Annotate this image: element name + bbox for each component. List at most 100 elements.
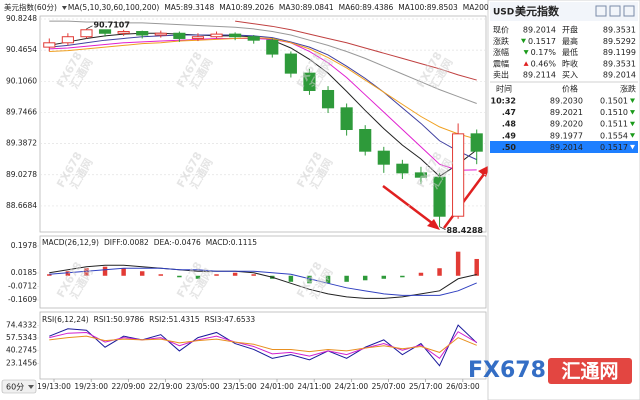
macd-bar [47, 274, 52, 276]
rsi-panel-frame [39, 311, 487, 380]
logo-brand: FX678 [468, 358, 546, 383]
indicator-label: MA200 [463, 3, 489, 12]
macd-line [49, 267, 477, 296]
quote-value: 0.46% [531, 59, 557, 68]
candle-body [377, 150, 390, 165]
x-tick-label: 24/01:00 [260, 382, 294, 391]
change-arrow [523, 50, 529, 55]
indicator-label: MA100:89.8503 [398, 3, 458, 12]
macd-bar [251, 274, 256, 276]
macd-bar [177, 275, 182, 278]
macd-line [49, 264, 477, 299]
quote-label: 震幅 [493, 58, 509, 68]
trade-time: .48 [502, 120, 517, 129]
indicator-label: MA60:89.4386 [339, 3, 394, 12]
macd-bar [121, 268, 126, 276]
indicator-label: RSI1:50.9786 [94, 315, 145, 324]
candle-body [210, 33, 223, 38]
rsi-line [49, 335, 477, 353]
x-tick-label: 22/19:00 [149, 382, 183, 391]
macd-bar [437, 268, 442, 276]
candle-body [61, 36, 74, 44]
quote-label: 涨幅 [493, 47, 509, 57]
trade-price: 89.2030 [550, 97, 583, 106]
y-tick-label: -0.1609 [8, 295, 37, 304]
icon-button[interactable] [595, 5, 607, 17]
moving-average-line [49, 37, 477, 140]
macd-bar [325, 275, 331, 284]
quote-value: 89.3531 [603, 26, 636, 35]
indicator-label: MA(5,10,30,60,100,200) [68, 3, 159, 12]
candle-body [284, 53, 297, 74]
indicator-label: MACD(26,12,9) [42, 238, 99, 247]
quote-value: 0.17% [531, 48, 557, 57]
quote-label: 涨跌 [493, 36, 509, 46]
x-tick-label: 19/13:00 [37, 382, 71, 391]
logo-box [548, 358, 632, 384]
trades-header: 时间 [496, 84, 512, 94]
indicator-label: MA5:89.3148 [164, 3, 214, 12]
y-tick-label: 89.0278 [6, 170, 37, 179]
macd-bar [344, 275, 349, 282]
trade-change: 0.1510 [600, 108, 628, 117]
macd-bar [214, 274, 219, 276]
candle-body [470, 133, 483, 152]
quote-label: 最低 [562, 47, 578, 57]
moving-average-line [49, 37, 477, 171]
moving-average-line [49, 20, 477, 104]
trades-header: 涨跌 [620, 84, 636, 94]
x-tick-label: 24/21:00 [334, 382, 368, 391]
indicator-label: DEA:-0.0476 [154, 238, 201, 247]
trade-price: 89.2014 [550, 143, 583, 152]
quote-value: 89.5292 [603, 37, 636, 46]
candle-body [321, 89, 335, 109]
trade-change: 0.1554 [600, 131, 628, 140]
quote-label: 开盘 [562, 25, 578, 35]
quote-name: 美元指数 [515, 4, 560, 18]
rsi-line [49, 331, 477, 360]
quote-symbol: USD [493, 8, 514, 18]
period-label[interactable]: 60分 [6, 383, 24, 392]
quote-value: 89.2114 [523, 71, 556, 80]
y-tick-label: 90.4654 [6, 45, 37, 54]
arrow-up [442, 169, 489, 229]
candle-body [433, 176, 446, 217]
quote-value: 89.2014 [603, 71, 636, 80]
trade-time: .49 [502, 131, 517, 140]
change-arrow [630, 133, 635, 138]
annotation-leader [439, 226, 446, 231]
macd-bar [418, 272, 424, 276]
trade-change: 0.1501 [600, 97, 628, 106]
macd-bar [288, 275, 294, 282]
macd-bar [84, 268, 89, 276]
macd-bar [232, 272, 238, 276]
candle-body [266, 39, 279, 55]
quote-value: 89.3531 [603, 59, 636, 68]
macd-bar [65, 271, 71, 276]
y-tick-label: 40.2745 [6, 346, 37, 355]
y-tick-label: 90.1060 [6, 76, 37, 85]
candle-body [414, 172, 428, 178]
moving-average-line [49, 34, 477, 161]
x-tick-label: 22/09:00 [111, 382, 145, 391]
change-arrow [630, 144, 635, 150]
x-tick-label: 25/07:00 [372, 382, 406, 391]
selected-trade-row[interactable] [490, 141, 638, 153]
period-selector[interactable] [1, 379, 37, 394]
low-annotation: 88.4288 [447, 226, 484, 235]
x-tick-label: 26/03:00 [446, 382, 480, 391]
moving-average-line [235, 20, 477, 81]
x-tick-label: 23/05:00 [186, 382, 220, 391]
x-tick-label: 23/15:00 [223, 382, 257, 391]
x-tick-label: 24/11:00 [297, 382, 331, 391]
arrow-head [478, 165, 490, 177]
quote-value: 0.1517 [528, 37, 556, 46]
indicator-label: MA10:89.2026 [219, 3, 274, 12]
icon-button[interactable] [623, 5, 635, 17]
candle-body [117, 31, 130, 34]
quote-label: 现价 [493, 26, 509, 35]
y-tick-label: 90.8248 [6, 14, 37, 23]
x-tick-label: 19/23:00 [74, 382, 108, 391]
icon-button[interactable] [609, 5, 621, 17]
candle-body [154, 32, 167, 36]
